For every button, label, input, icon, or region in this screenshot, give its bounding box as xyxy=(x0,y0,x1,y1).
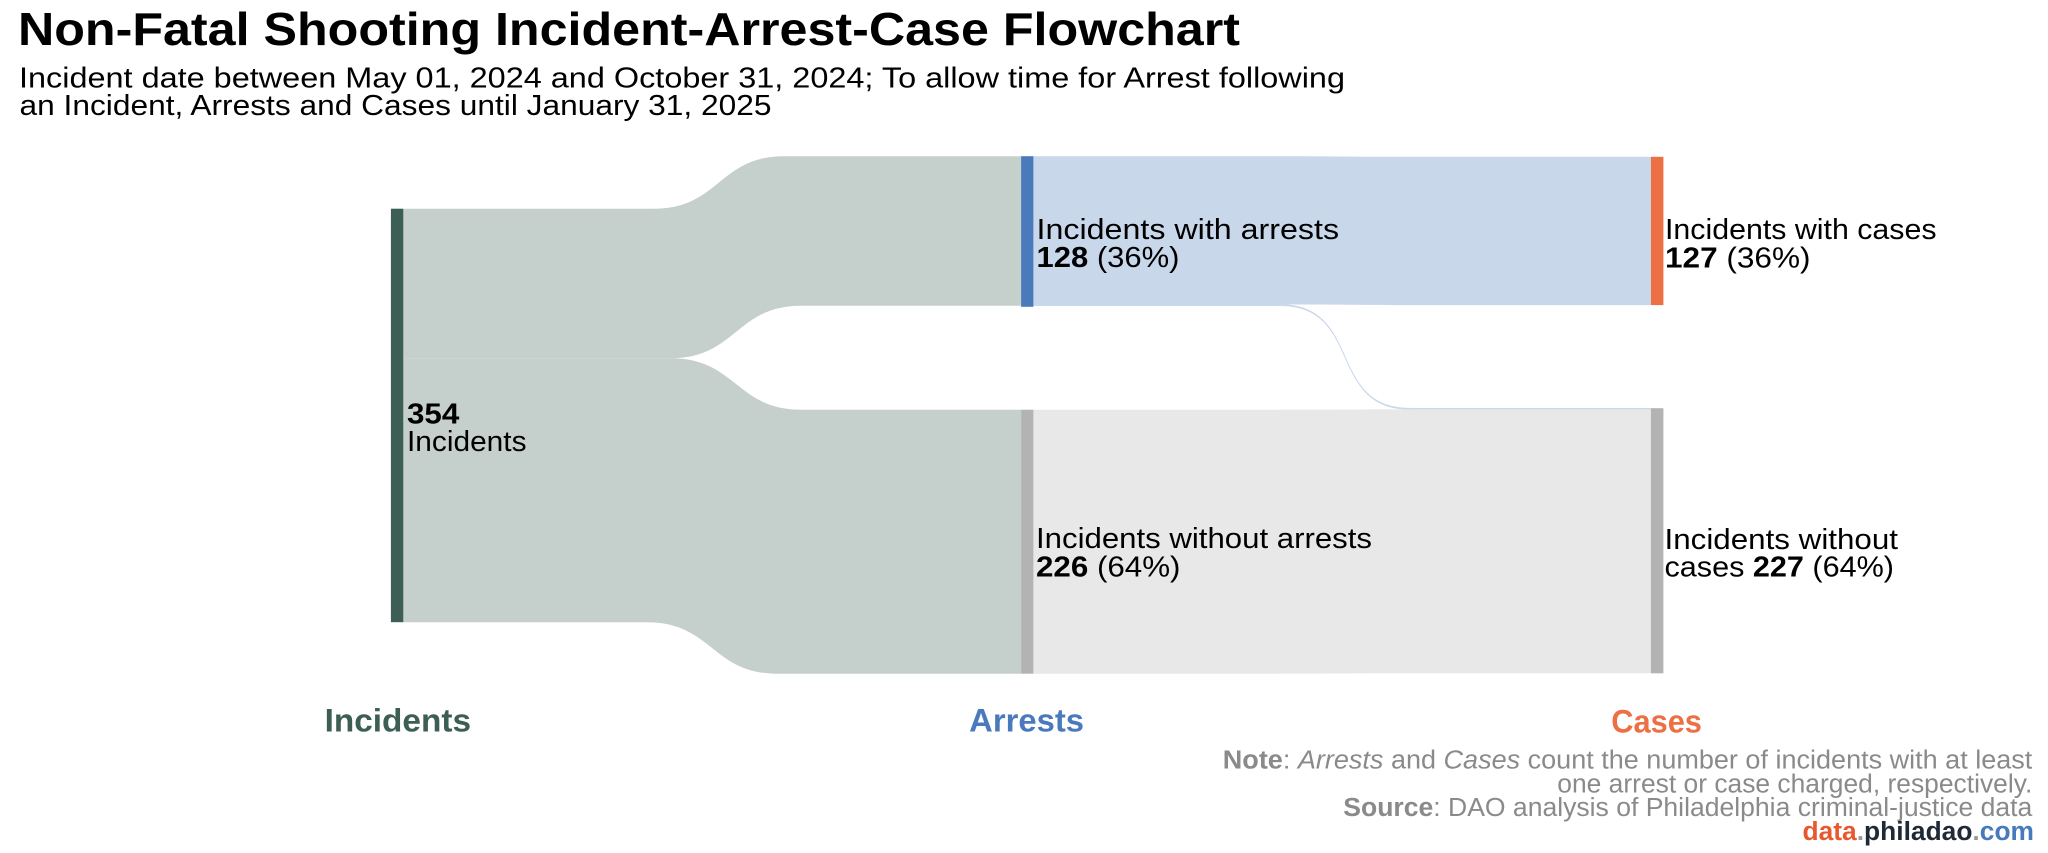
svg-text:Incidents: Incidents xyxy=(407,426,527,458)
svg-text:Incidents with cases: Incidents with cases xyxy=(1665,214,1937,246)
svg-text:Arrests: Arrests xyxy=(969,703,1084,739)
svg-text:Incidents with arrests: Incidents with arrests xyxy=(1037,214,1340,246)
svg-text:Incidents without arrests: Incidents without arrests xyxy=(1036,523,1372,555)
svg-text:one arrest or case charged, re: one arrest or case charged, respectively… xyxy=(1557,771,2032,799)
svg-text:Non-Fatal Shooting Incident-Ar: Non-Fatal Shooting Incident-Arrest-Case … xyxy=(18,3,1240,55)
svg-text:354: 354 xyxy=(407,399,459,431)
svg-text:Incidents without: Incidents without xyxy=(1665,524,1899,556)
svg-text:Note: Arrests and Cases count: Note: Arrests and Cases count the number… xyxy=(1223,747,2033,775)
svg-text:Incident date between May 01,: Incident date between May 01, 2024 and O… xyxy=(19,62,1345,94)
svg-text:128 (36%): 128 (36%) xyxy=(1037,242,1180,274)
svg-text:cases 227 (64%): cases 227 (64%) xyxy=(1665,552,1895,584)
svg-text:226 (64%): 226 (64%) xyxy=(1036,552,1181,584)
svg-text:Cases: Cases xyxy=(1611,704,1702,740)
svg-text:Source: DAO analysis of Philad: Source: DAO analysis of Philadelphia cri… xyxy=(1343,794,2033,822)
svg-text:data.philadao.com: data.philadao .com xyxy=(1803,818,2035,846)
svg-text:127 (36%): 127 (36%) xyxy=(1665,243,1811,275)
svg-text:Incidents: Incidents xyxy=(325,703,471,739)
svg-text:an Incident, Arrests and Cases: an Incident, Arrests and Cases until Jan… xyxy=(20,90,772,122)
